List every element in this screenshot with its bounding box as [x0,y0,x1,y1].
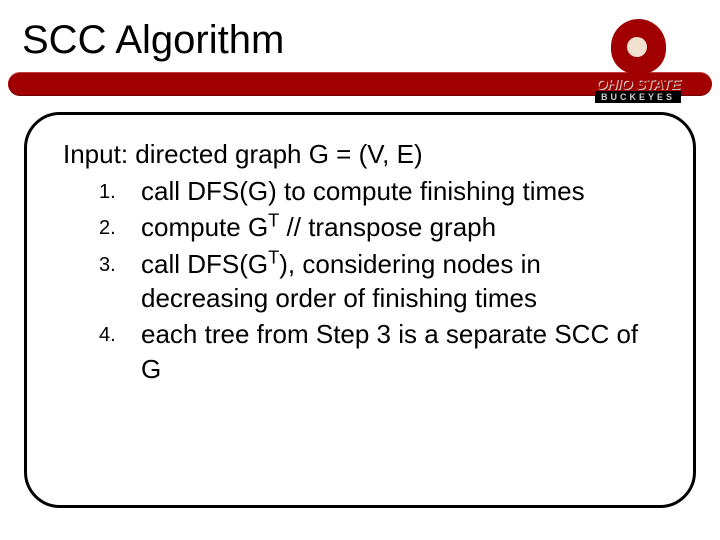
step-text: call DFS(G) to compute finishing times [141,174,663,208]
step-text: each tree from Step 3 is a separate SCC … [141,317,663,386]
step-text: call DFS(GT), considering nodes in decre… [141,247,663,316]
list-item: 1. call DFS(G) to compute finishing time… [99,174,663,208]
content-frame: Input: directed graph G = (V, E) 1. call… [24,112,696,508]
input-line: Input: directed graph G = (V, E) [63,139,663,170]
title-bar: SCC Algorithm OHIO STATE BUCKEYES [0,10,720,95]
mascot-icon [611,19,666,74]
step-number: 4. [99,317,141,386]
list-item: 2. compute GT // transpose graph [99,210,663,244]
step-number: 1. [99,174,141,208]
step-text: compute GT // transpose graph [141,210,663,244]
logo-sub-text: BUCKEYES [595,91,681,103]
algorithm-steps: 1. call DFS(G) to compute finishing time… [63,174,663,386]
ohio-state-logo: OHIO STATE BUCKEYES [568,16,708,106]
step-number: 3. [99,247,141,316]
slide: SCC Algorithm OHIO STATE BUCKEYES Input:… [0,0,720,540]
list-item: 4. each tree from Step 3 is a separate S… [99,317,663,386]
list-item: 3. call DFS(GT), considering nodes in de… [99,247,663,316]
slide-title: SCC Algorithm [22,18,284,63]
step-number: 2. [99,210,141,244]
